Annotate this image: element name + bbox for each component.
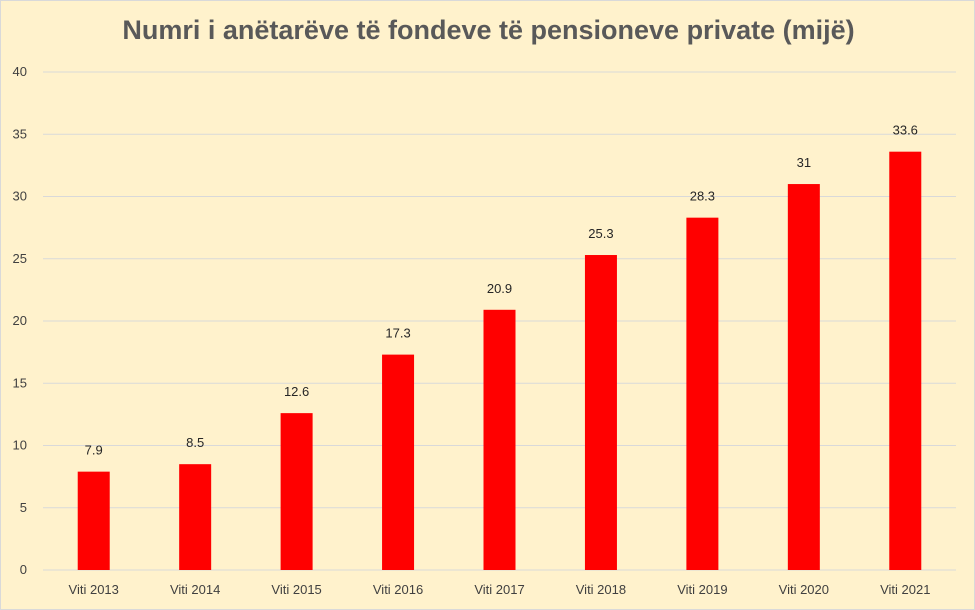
y-tick-label: 0 (20, 562, 27, 577)
y-tick-label: 20 (13, 313, 27, 328)
data-label: 25.3 (588, 226, 613, 241)
bar-viti-2019 (686, 217, 719, 571)
y-tick-label: 15 (13, 375, 27, 390)
data-label: 33.6 (893, 123, 918, 138)
x-tick-label: Viti 2021 (880, 582, 930, 597)
bar-viti-2013 (77, 471, 110, 570)
x-tick-label: Viti 2020 (779, 582, 829, 597)
y-tick-label: 5 (20, 500, 27, 515)
x-axis-categories: Viti 2013 Viti 2014 Viti 2015 Viti 2016 Viti… (69, 582, 931, 597)
bar-viti-2017 (483, 309, 516, 570)
x-tick-label: Viti 2016 (373, 582, 423, 597)
bar-viti-2021 (889, 151, 922, 570)
y-axis-ticks: 0 5 10 15 20 25 30 35 40 (13, 64, 27, 577)
data-label: 28.3 (690, 189, 715, 204)
x-tick-label: Viti 2014 (170, 582, 220, 597)
y-tick-label: 35 (13, 126, 27, 141)
x-tick-label: Viti 2019 (677, 582, 727, 597)
bar-viti-2015 (280, 413, 313, 570)
data-label: 12.6 (284, 384, 309, 399)
bar-viti-2020 (787, 184, 820, 571)
data-label: 17.3 (385, 326, 410, 341)
y-tick-label: 25 (13, 251, 27, 266)
chart-title: Numri i anëtarëve të fondeve të pensione… (122, 15, 855, 45)
y-tick-label: 40 (13, 64, 27, 79)
x-tick-label: Viti 2018 (576, 582, 626, 597)
bars (77, 151, 922, 571)
x-tick-label: Viti 2017 (474, 582, 524, 597)
data-labels: 7.9 8.5 12.6 17.3 20.9 25.3 28.3 31 33.6 (85, 123, 918, 458)
data-label: 20.9 (487, 281, 512, 296)
data-label: 7.9 (85, 443, 103, 458)
x-tick-label: Viti 2013 (69, 582, 119, 597)
bar-viti-2018 (584, 255, 617, 570)
data-label: 8.5 (186, 435, 204, 450)
y-tick-label: 10 (13, 438, 27, 453)
bar-viti-2014 (179, 464, 212, 570)
x-tick-label: Viti 2015 (271, 582, 321, 597)
bar-viti-2016 (382, 354, 415, 570)
data-label: 31 (797, 155, 811, 170)
y-tick-label: 30 (13, 189, 27, 204)
